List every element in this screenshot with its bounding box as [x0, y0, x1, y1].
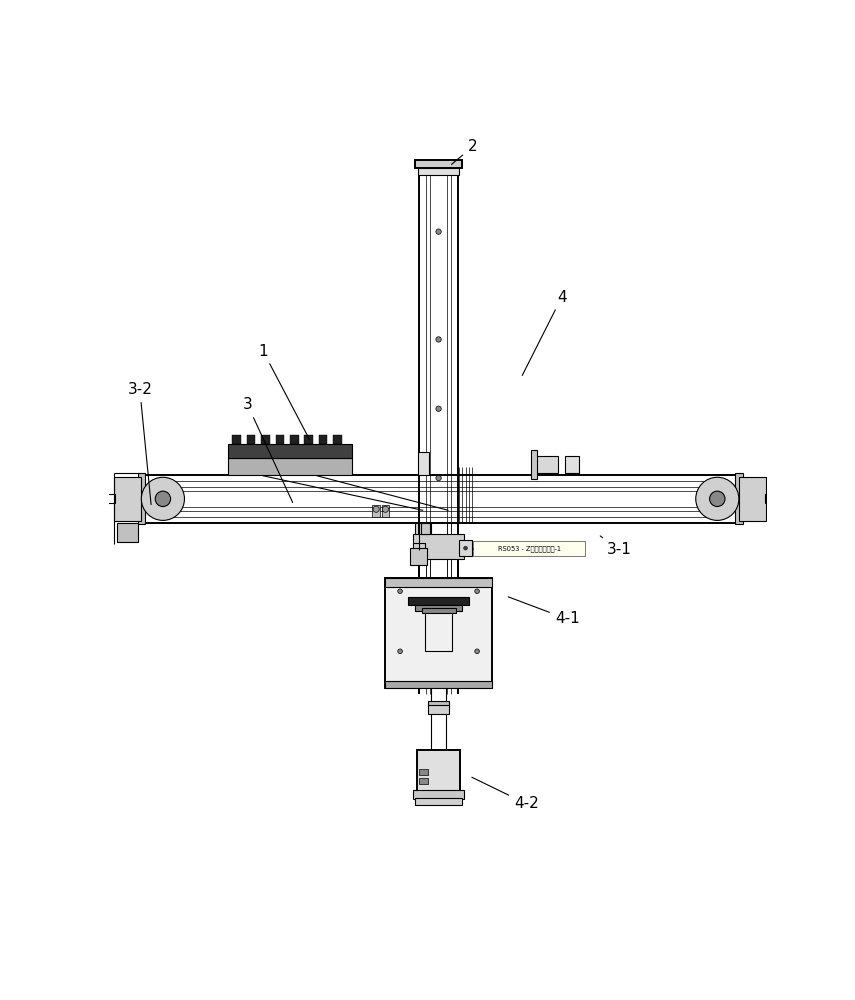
Circle shape	[141, 477, 185, 520]
Bar	[333, 435, 342, 444]
Bar	[739, 477, 766, 521]
Circle shape	[475, 589, 480, 594]
Bar	[385, 578, 492, 688]
Circle shape	[382, 506, 388, 512]
Bar	[765, 494, 775, 503]
Bar	[138, 473, 145, 524]
Bar	[416, 160, 462, 168]
Circle shape	[156, 491, 171, 507]
Bar	[385, 681, 492, 688]
Bar	[416, 605, 462, 611]
Bar	[418, 168, 459, 175]
Bar	[115, 477, 141, 521]
Bar	[428, 701, 450, 707]
Bar	[372, 505, 380, 517]
Bar	[104, 494, 115, 503]
Circle shape	[436, 337, 441, 342]
Bar	[290, 435, 298, 444]
Bar	[413, 534, 464, 559]
Bar	[117, 523, 139, 542]
Bar	[416, 798, 462, 805]
Bar	[141, 475, 739, 523]
Text: 4-1: 4-1	[508, 597, 580, 626]
Bar	[418, 452, 428, 475]
Circle shape	[436, 229, 441, 234]
Bar	[381, 505, 389, 517]
Bar	[417, 750, 460, 791]
Circle shape	[398, 649, 403, 654]
Bar	[421, 523, 430, 534]
Text: 2: 2	[451, 139, 477, 164]
Circle shape	[463, 546, 468, 550]
Bar	[304, 435, 313, 444]
Bar	[261, 435, 269, 444]
Bar	[319, 435, 327, 444]
Circle shape	[398, 589, 403, 594]
Text: 3: 3	[243, 397, 292, 502]
Bar	[413, 543, 426, 550]
Bar	[425, 611, 452, 651]
Bar	[413, 790, 464, 799]
Bar	[275, 435, 284, 444]
Bar	[228, 444, 351, 458]
Text: 3-2: 3-2	[127, 382, 152, 505]
Bar	[428, 705, 450, 714]
Bar	[385, 578, 492, 587]
Text: 4-2: 4-2	[472, 777, 539, 811]
Bar	[536, 456, 558, 473]
Circle shape	[475, 649, 480, 654]
Text: RS053 - Z轴传感器划片-1: RS053 - Z轴传感器划片-1	[498, 545, 561, 552]
Text: 3-1: 3-1	[600, 536, 631, 557]
Bar	[419, 769, 428, 774]
Bar	[422, 608, 456, 613]
Circle shape	[710, 491, 725, 507]
Bar	[735, 473, 743, 524]
Circle shape	[373, 506, 380, 512]
Bar	[531, 450, 537, 479]
Bar	[565, 456, 579, 473]
Bar	[246, 435, 256, 444]
Bar	[408, 597, 469, 605]
Bar	[228, 458, 351, 475]
Circle shape	[696, 477, 739, 520]
Bar	[233, 435, 241, 444]
Text: 4: 4	[522, 290, 567, 375]
Circle shape	[436, 475, 441, 481]
Circle shape	[436, 406, 441, 411]
Text: 1: 1	[258, 344, 310, 439]
Bar	[410, 548, 427, 565]
Bar	[458, 540, 473, 556]
Bar	[473, 541, 585, 556]
Bar	[416, 523, 431, 547]
Bar	[419, 778, 428, 784]
